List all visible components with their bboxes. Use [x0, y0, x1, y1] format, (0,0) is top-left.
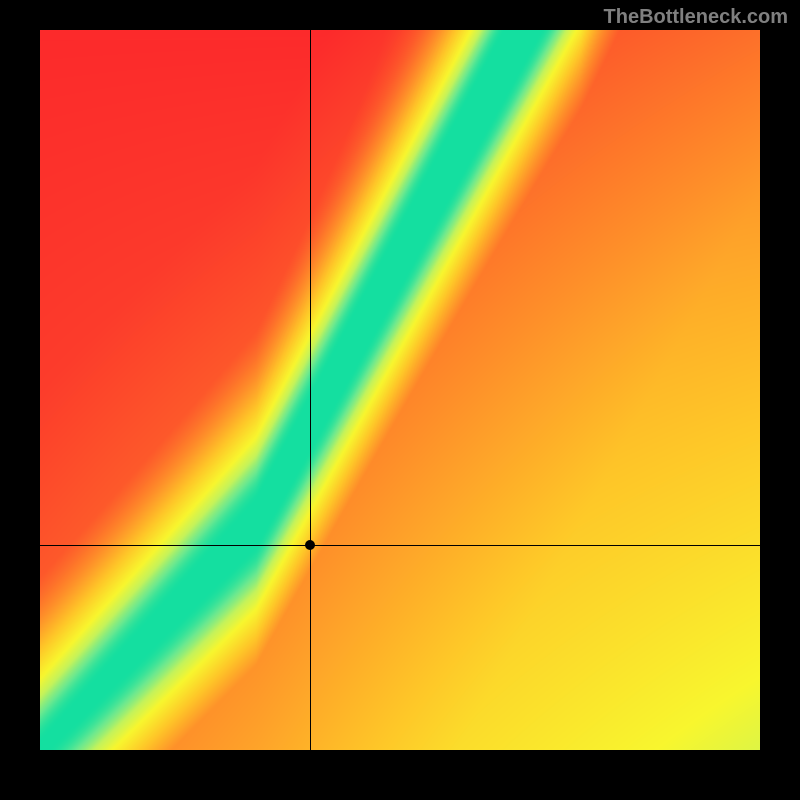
watermark-text: TheBottleneck.com — [604, 6, 788, 29]
chart-container: { "watermark": "TheBottleneck.com", "cha… — [0, 0, 800, 800]
crosshair-vertical — [310, 30, 311, 750]
crosshair-horizontal — [40, 545, 760, 546]
crosshair-marker[interactable] — [305, 540, 315, 550]
heatmap-plot — [40, 30, 760, 750]
heatmap-canvas — [40, 30, 760, 750]
